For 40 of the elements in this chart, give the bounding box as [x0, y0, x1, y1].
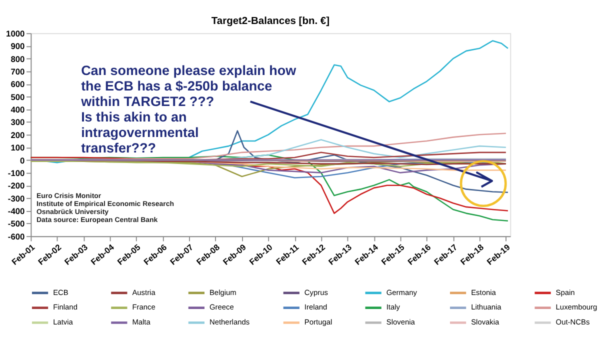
- y-tick-label: 200: [10, 130, 26, 140]
- legend-label: Malta: [132, 318, 152, 327]
- y-tick-label: -200: [8, 180, 26, 191]
- y-tick-label: 700: [10, 66, 26, 76]
- legend-label: Spain: [556, 288, 575, 297]
- y-tick-label: -300: [8, 193, 26, 204]
- y-tick-label: -100: [8, 168, 26, 178]
- y-tick-label: 100: [10, 142, 26, 153]
- y-tick-label: -400: [8, 206, 26, 216]
- legend-label: Portugal: [304, 318, 332, 327]
- legend-label: Greece: [209, 302, 234, 312]
- chart-title: Target2-Balances [bn. €]: [211, 16, 330, 27]
- y-tick-label: 1000: [6, 28, 26, 38]
- legend-label: Lithuania: [471, 302, 502, 312]
- annotation: Can someone please explain how the ECB has a $-250b balance within TARGET2 ??? Is this akin to an intragovernmental transfer???: [80, 62, 297, 156]
- legend-label: Germany: [386, 288, 418, 297]
- legend-label: Estonia: [471, 288, 497, 297]
- y-tick-label: -500: [8, 218, 26, 229]
- legend-label: Latvia: [53, 318, 74, 327]
- legend-label: ECB: [53, 288, 68, 297]
- y-tick-label: 800: [10, 54, 26, 64]
- legend-label: Slovakia: [471, 318, 500, 327]
- legend-label: Slovenia: [386, 318, 416, 327]
- legend-label: Belgium: [209, 288, 236, 297]
- y-tick-label: 400: [10, 104, 26, 115]
- legend-label: France: [132, 302, 156, 312]
- y-tick-label: -600: [8, 231, 26, 242]
- legend-label: Cyprus: [304, 288, 328, 297]
- y-tick-label: 500: [10, 92, 26, 102]
- legend-label: Netherlands: [209, 318, 250, 327]
- y-tick-label: 600: [10, 79, 26, 90]
- y-tick-label: 0: [20, 155, 26, 166]
- legend-label: Italy: [386, 302, 400, 312]
- legend-label: Finland: [53, 302, 78, 312]
- legend-label: Out-NCBs: [556, 318, 590, 327]
- y-tick-label: 900: [10, 41, 26, 52]
- y-tick-label: 300: [10, 117, 26, 128]
- legend-label: Ireland: [304, 302, 328, 312]
- legend-label: Austria: [132, 288, 156, 297]
- legend-label: Luxembourg: [556, 302, 598, 312]
